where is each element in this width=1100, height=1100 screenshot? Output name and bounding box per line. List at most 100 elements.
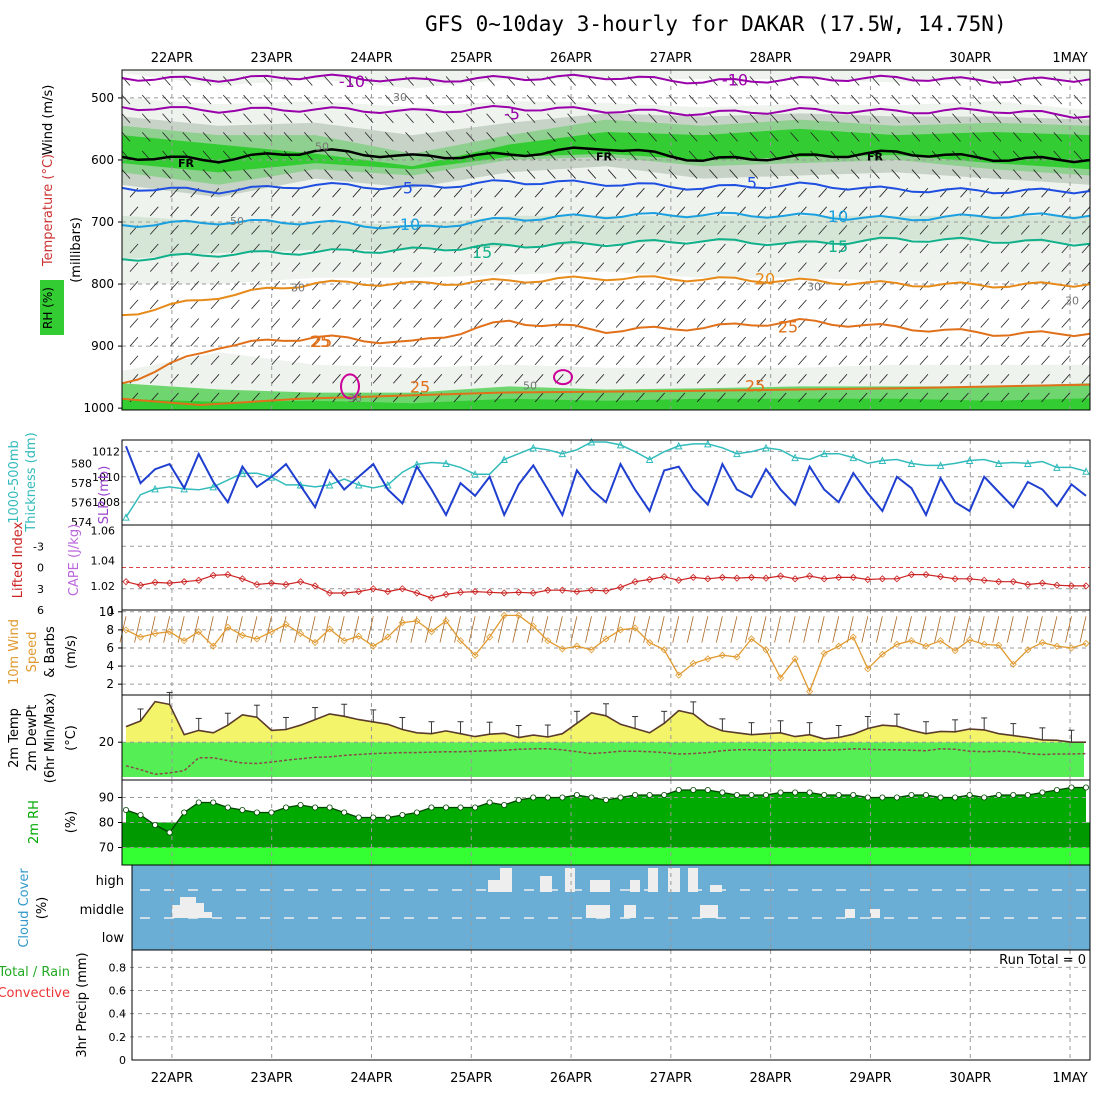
wind-barb	[858, 187, 868, 198]
wind-barb	[980, 187, 990, 198]
wind-barb	[474, 262, 483, 272]
wind-barb	[717, 243, 726, 254]
wind-barb	[506, 94, 516, 105]
wind-barb	[1012, 113, 1022, 124]
wind-barb	[486, 169, 495, 179]
wind-barb	[595, 280, 605, 291]
wind-barb	[607, 113, 617, 124]
rh-point	[137, 812, 144, 819]
cloud-block	[870, 909, 880, 918]
wind-barb	[595, 392, 605, 403]
rh-point	[937, 794, 944, 801]
rh-point	[748, 792, 755, 799]
wind-speed-point	[704, 655, 712, 663]
wind-barb	[749, 169, 759, 179]
wind-barb	[534, 225, 544, 235]
wind-speed-point	[195, 628, 203, 636]
wind-speed-point	[1009, 660, 1017, 668]
wind-barb	[757, 299, 767, 310]
lifted-index-point	[849, 573, 857, 581]
wind-barb-10m	[715, 616, 723, 643]
wind-barb	[709, 94, 718, 105]
wind-barb	[879, 187, 888, 198]
wind-barb	[514, 374, 524, 384]
isotherm-label: 5	[747, 174, 757, 193]
wind-barb	[453, 374, 463, 384]
wind-barb	[777, 262, 787, 272]
wind-barb	[453, 318, 463, 328]
rh-contour-label: 50	[315, 141, 329, 154]
wind-barb	[210, 280, 220, 291]
wind-speed-point	[835, 642, 843, 650]
wind-barb	[777, 336, 787, 347]
lifted-index-point	[602, 587, 610, 595]
wind-barb	[777, 187, 787, 198]
wind-barb	[737, 280, 746, 291]
wind-barb	[433, 206, 443, 217]
date-label-top: 29APR	[849, 51, 891, 66]
wind-barb	[311, 299, 321, 310]
rh-point	[850, 792, 857, 799]
pressure-tick: 900	[91, 339, 114, 353]
wind-barb	[777, 225, 787, 235]
wind-barb	[514, 243, 524, 254]
lifted-index-point	[631, 578, 639, 586]
rh-band-mid	[122, 822, 1090, 848]
wind-speed-point	[718, 651, 726, 659]
wind-barb	[919, 355, 929, 365]
wind-barb	[615, 318, 625, 328]
wind-barb	[129, 262, 139, 272]
thickness-axis-label: Thickness (dm)	[24, 432, 39, 532]
rh-point	[777, 789, 784, 796]
wind-barb	[636, 374, 645, 384]
wind-speed-point	[733, 653, 741, 661]
wind-barb	[372, 243, 382, 254]
wind-barb	[202, 94, 212, 105]
wind-barb	[575, 355, 584, 365]
wind-barb	[810, 94, 819, 105]
wind-barb-10m	[454, 616, 461, 643]
date-label-top: 28APR	[750, 51, 792, 66]
cape-tick: 1.04	[91, 554, 116, 567]
wind-barb	[324, 113, 333, 124]
wind-barb	[1061, 318, 1071, 328]
cloud-block	[668, 868, 680, 892]
wind-barb	[992, 113, 1002, 124]
wind-barb	[344, 132, 354, 142]
wind-barb	[628, 169, 637, 179]
wind-barb	[729, 150, 738, 161]
wind-barb	[170, 262, 179, 272]
wind-barb	[121, 94, 131, 105]
wind-barb	[433, 318, 443, 328]
isotherm-label: 20	[755, 270, 775, 289]
wind-barb-10m	[134, 616, 141, 643]
rh-point	[210, 799, 217, 806]
wind-barb	[364, 169, 374, 179]
wind-barb	[230, 392, 240, 403]
temp2m-units-label: (°C)	[64, 725, 79, 751]
wind-barb	[676, 355, 686, 365]
precip-tick: 0.4	[109, 1008, 127, 1021]
wind-barb	[919, 392, 929, 403]
wind-barb	[636, 243, 645, 254]
wind-barb-10m	[585, 616, 592, 643]
wind-barb	[871, 94, 880, 105]
thickness-point	[936, 461, 945, 469]
wind-barb	[688, 169, 698, 179]
wind-barb	[899, 262, 909, 272]
wind-barb	[992, 132, 1002, 142]
wind-barb	[534, 280, 544, 291]
cloud-level-label: low	[102, 931, 125, 946]
wind-barb-10m	[1035, 616, 1043, 643]
wind-barb	[717, 355, 726, 365]
wind-barb	[413, 262, 422, 272]
wind-barb	[858, 374, 868, 384]
closed-contour-30	[553, 369, 573, 386]
wind-barb	[769, 132, 779, 142]
wind-barb	[170, 299, 179, 310]
wind-barb	[271, 355, 281, 365]
rh-point	[123, 807, 130, 814]
wind-speed-point	[267, 628, 276, 636]
isotherm-label: 10	[400, 215, 420, 234]
lifted-index-point	[558, 586, 566, 594]
